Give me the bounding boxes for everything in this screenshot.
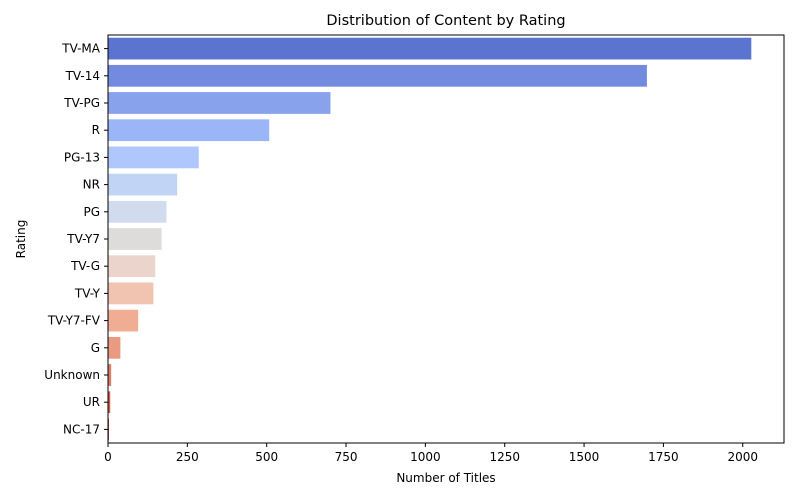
x-tick-label: 500 (255, 450, 278, 464)
bar-tv-y7 (108, 228, 162, 250)
y-axis-label: Rating (14, 220, 28, 259)
x-tick-label: 1250 (489, 450, 520, 464)
bar-tv-ma (108, 37, 752, 60)
x-axis-label: Number of Titles (396, 471, 495, 485)
x-ticks-group: 0 250 500 750 1000 1250 1500 1750 2000 (104, 443, 758, 464)
y-tick-label: NR (83, 178, 100, 192)
y-tick-label: PG (83, 205, 100, 219)
bar-tv-g (108, 255, 156, 278)
y-tick-label: PG-13 (64, 150, 100, 164)
bar-tv-14 (108, 64, 647, 87)
y-tick-label: TV-Y7-FV (47, 314, 101, 328)
y-tick-label: TV-MA (61, 42, 101, 56)
y-tick-label: TV-PG (63, 96, 100, 110)
y-tick-label: TV-G (70, 259, 100, 273)
x-tick-label: 0 (104, 450, 112, 464)
bar-pg (108, 200, 167, 223)
y-tick-label: TV-14 (65, 69, 100, 83)
y-tick-label: NC-17 (63, 422, 100, 436)
x-tick-label: 750 (335, 450, 358, 464)
y-tick-label: Unknown (44, 368, 100, 382)
plot-frame (107, 34, 785, 444)
bar-tv-y7-fv (108, 309, 139, 332)
y-tick-label: G (91, 341, 100, 355)
bar-g (108, 336, 121, 359)
bar-tv-pg (108, 92, 331, 114)
y-ticks-group: TV-MA TV-14 TV-PG R PG-13 NR PG TV-Y7 TV-G TV-Y TV… (44, 42, 108, 436)
x-tick-label: 1500 (569, 450, 600, 464)
bar-pg-13 (108, 146, 199, 169)
y-tick-label: UR (83, 395, 100, 409)
bar-unknown (108, 364, 112, 386)
chart-title: Distribution of Content by Rating (326, 13, 565, 29)
bar-ur (108, 391, 111, 414)
bars-group (108, 37, 752, 441)
bar-r (108, 119, 270, 142)
x-tick-label: 2000 (727, 450, 758, 464)
y-tick-label: R (92, 123, 100, 137)
y-tick-label: TV-Y7 (66, 232, 100, 246)
x-tick-label: 1750 (648, 450, 679, 464)
bar-tv-y (108, 282, 154, 305)
bar-nr (108, 173, 178, 196)
y-tick-label: TV-Y (74, 286, 101, 300)
x-tick-label: 1000 (410, 450, 441, 464)
x-tick-label: 250 (176, 450, 199, 464)
